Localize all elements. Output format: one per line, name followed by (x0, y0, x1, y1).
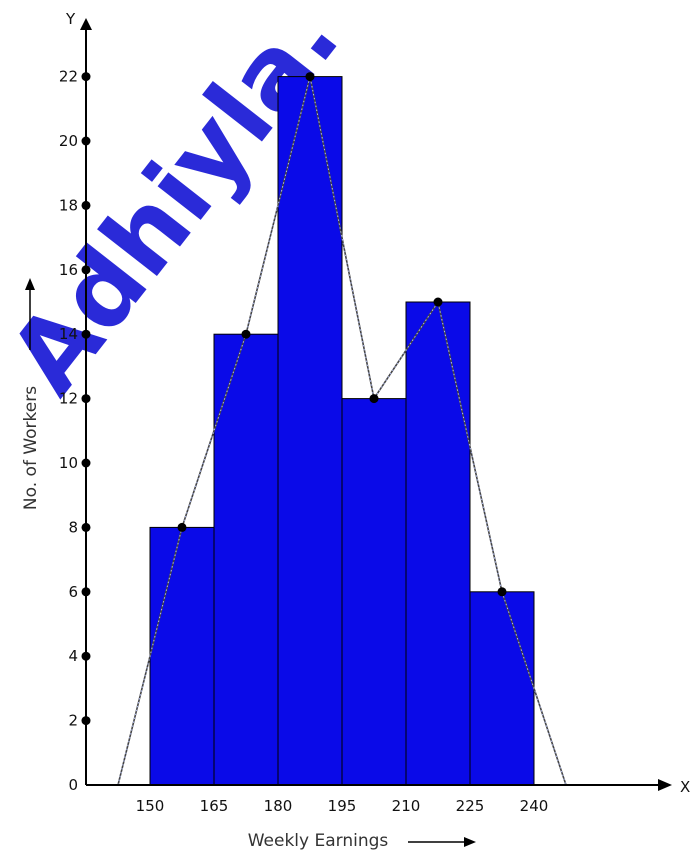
y-tick-label: 18 (59, 196, 78, 214)
y-axis-title: No. of Workers (21, 386, 41, 510)
x-axis-letter: X (680, 778, 690, 796)
axes (80, 18, 672, 791)
histogram-bar (469, 591, 535, 786)
y-tick-label: 16 (59, 261, 78, 279)
histogram-bar (405, 301, 471, 786)
y-tick-label: 8 (68, 518, 78, 536)
x-tick-label: 195 (328, 797, 357, 815)
y-tick-dot (81, 72, 91, 82)
x-tick-label: 165 (200, 797, 229, 815)
y-tick-dot (81, 587, 91, 597)
polygon-vertex (497, 587, 507, 597)
y-tick-dot (81, 522, 91, 532)
polygon-vertex (177, 522, 187, 532)
polygon-vertex (369, 394, 379, 404)
y-tick-dot (81, 200, 91, 210)
y-tick-label: 2 (68, 712, 78, 730)
y-tick-dot (81, 394, 91, 404)
polygon-vertex (305, 72, 315, 82)
y-axis-arrow (80, 18, 92, 30)
polygon-vertex (433, 297, 443, 307)
y-tick-dot (81, 651, 91, 661)
x-title-arrow-head (464, 837, 476, 847)
histogram-bar (149, 526, 215, 786)
x-axis-arrow (658, 779, 672, 791)
y-tick-label: 6 (68, 583, 78, 601)
x-tick-label: 150 (136, 797, 165, 815)
y-tick-label: 4 (68, 647, 78, 665)
y-tick-label: 22 (59, 68, 78, 86)
polygon-line (117, 76, 567, 786)
x-tick-label: 225 (456, 797, 485, 815)
x-tick-label: 210 (392, 797, 421, 815)
y-tick-label: 10 (59, 454, 78, 472)
y-tick-dot (81, 716, 91, 726)
y-tick-dot (81, 329, 91, 339)
y-tick-dot (81, 458, 91, 468)
y-tick-label: 0 (68, 776, 78, 794)
x-axis-title: Weekly Earnings (248, 831, 389, 851)
polygon-vertex (241, 329, 251, 339)
y-tick-dot (81, 265, 91, 275)
x-tick-label: 240 (520, 797, 549, 815)
histogram-bar (277, 76, 343, 786)
y-axis-letter: Y (65, 10, 76, 28)
y-tick-label: 12 (59, 390, 78, 408)
y-title-arrow-head (25, 278, 35, 290)
bars-group (149, 76, 535, 786)
x-tick-label: 180 (264, 797, 293, 815)
y-tick-label: 20 (59, 132, 78, 150)
labels-group: 0 2 4 6 8 10 12 14 16 18 20 22 150 165 180 195 210 225 240… (21, 10, 690, 851)
y-tick-label: 14 (59, 325, 78, 343)
y-tick-dot (81, 136, 91, 146)
frequency-polygon (117, 72, 567, 786)
histogram-bar (341, 398, 407, 786)
